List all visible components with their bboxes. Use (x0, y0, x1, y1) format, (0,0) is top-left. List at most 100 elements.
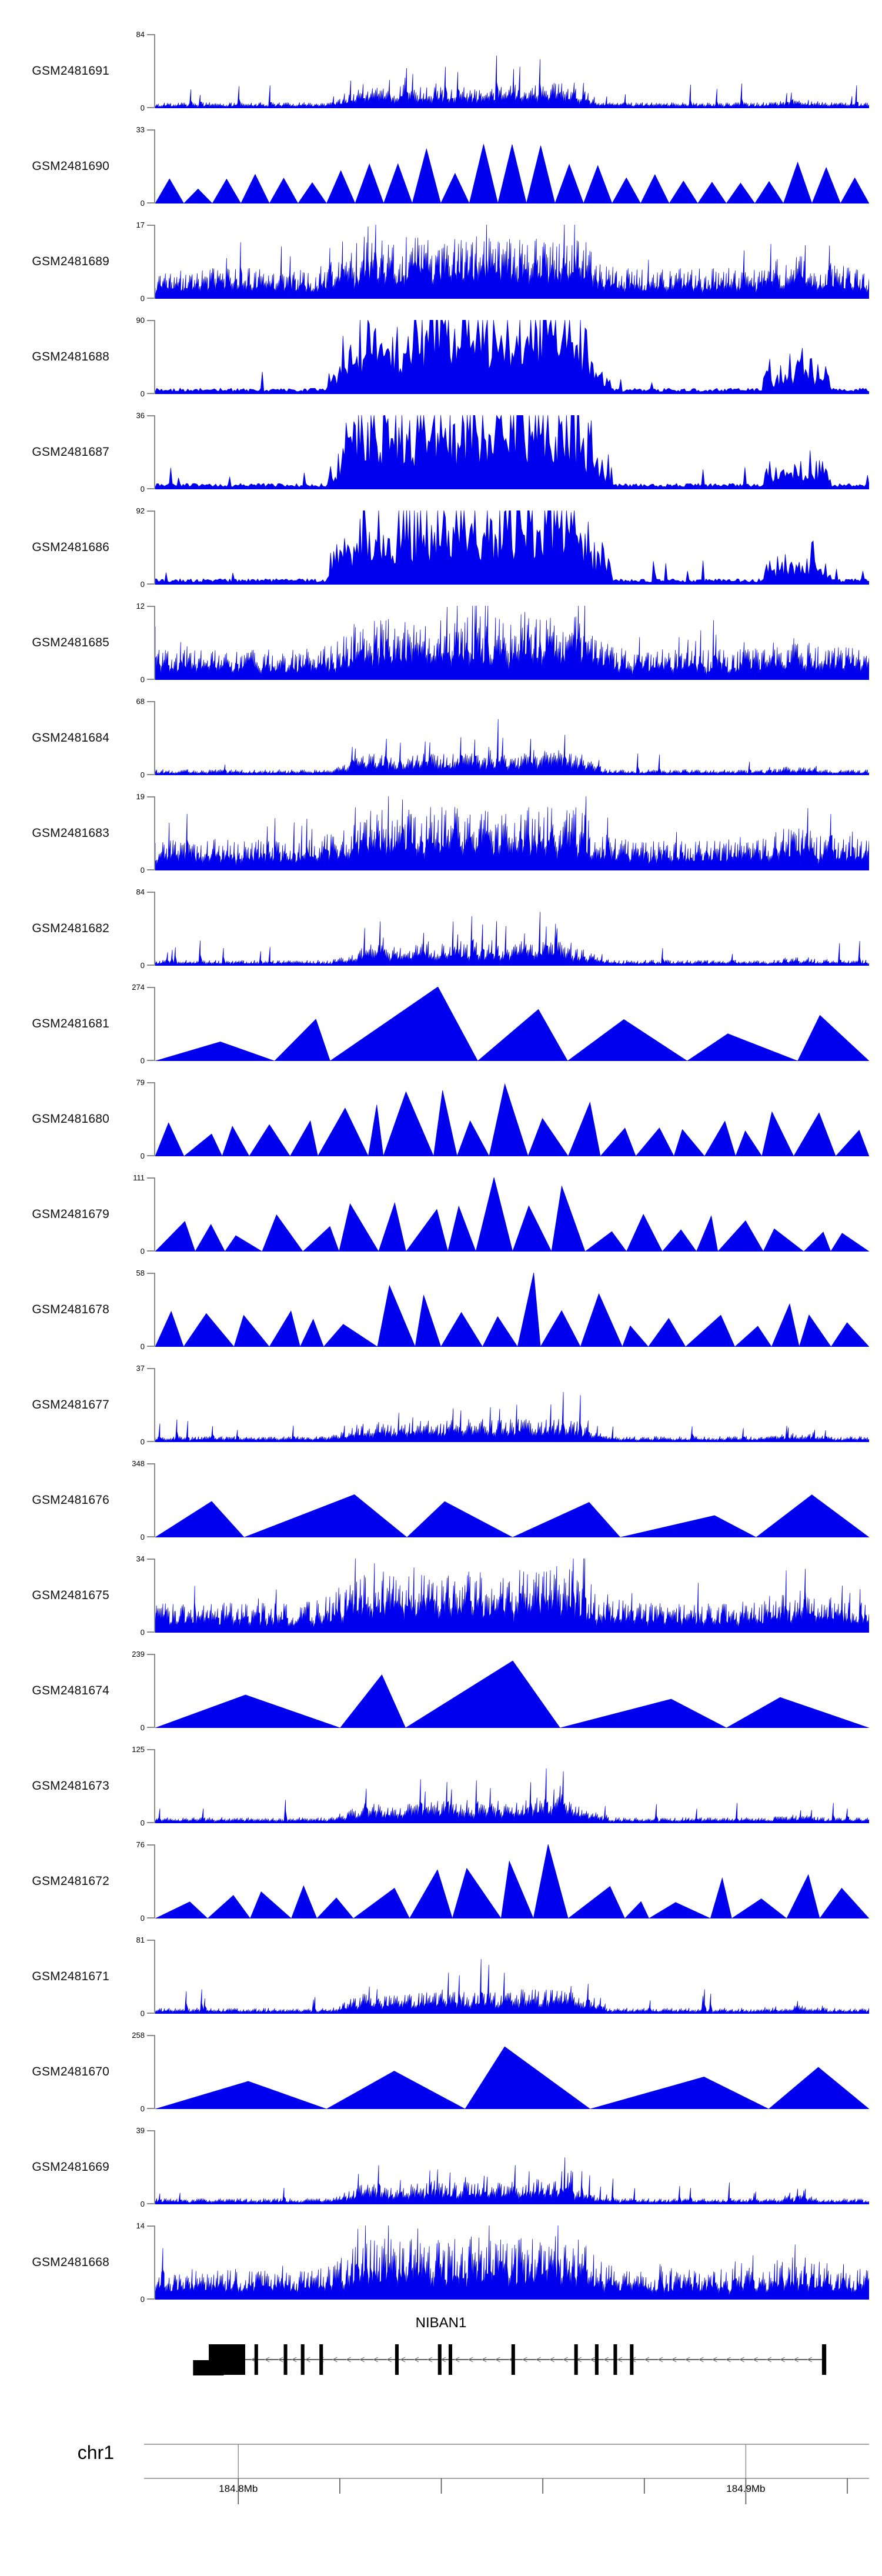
axis-min-value: 0 (140, 1152, 145, 1160)
track-plot-area[interactable] (155, 1177, 869, 1252)
track-y-axis: 81 0 (134, 1936, 155, 2017)
track-plot-area[interactable] (155, 701, 869, 775)
track-y-axis: 39 0 (134, 2127, 155, 2208)
coverage-track: GSM2481670 258 0 (0, 2024, 882, 2120)
axis-tick-top (147, 606, 155, 607)
track-y-axis: 37 0 (134, 1364, 155, 1446)
axis-line (154, 1559, 155, 1633)
axis-tick-bottom (147, 1060, 155, 1061)
coverage-track: GSM2481672 76 0 (0, 1834, 882, 1929)
axis-max-value: 79 (136, 1078, 145, 1087)
axis-tick-bottom (147, 1346, 155, 1347)
axis-min-value: 0 (140, 1723, 145, 1732)
axis-line (154, 701, 155, 775)
gene-model-track: NIBAN1 (0, 2310, 882, 2422)
axis-tick-top (147, 1368, 155, 1369)
coverage-signal (155, 1844, 869, 1918)
coverage-signal (155, 55, 869, 108)
track-plot-area[interactable] (155, 1082, 869, 1156)
ruler-tick-label: 184.8Mb (219, 2483, 258, 2494)
ruler-graphic[interactable] (144, 2428, 869, 2504)
track-y-axis: 17 0 (134, 221, 155, 303)
axis-tick-bottom (147, 393, 155, 394)
track-plot-area[interactable] (155, 2035, 869, 2109)
coverage-track: GSM2481676 348 0 (0, 1453, 882, 1548)
track-plot-area[interactable] (155, 1844, 869, 1918)
track-plot-area[interactable] (155, 129, 869, 203)
axis-tick-bottom (147, 583, 155, 585)
track-plot-area[interactable] (155, 415, 869, 489)
track-plot-area[interactable] (155, 1368, 869, 1442)
track-plot-area[interactable] (155, 987, 869, 1061)
axis-tick-top (147, 1654, 155, 1655)
axis-tick-top (147, 1559, 155, 1560)
coverage-signal (155, 719, 869, 775)
coverage-signal (155, 1559, 869, 1633)
axis-tick-bottom (147, 965, 155, 966)
track-plot-area[interactable] (155, 606, 869, 680)
track-sample-label: GSM2481672 (32, 1874, 109, 1888)
gene-name-label: NIBAN1 (415, 2315, 467, 2331)
track-sample-label: GSM2481685 (32, 636, 109, 649)
coverage-track: GSM2481682 84 0 (0, 881, 882, 976)
track-sample-label: GSM2481691 (32, 64, 109, 78)
track-sample-label: GSM2481689 (32, 255, 109, 268)
coverage-signal (155, 415, 869, 489)
track-plot-area[interactable] (155, 225, 869, 299)
track-y-axis: 58 0 (134, 1269, 155, 1350)
axis-max-value: 12 (136, 602, 145, 610)
axis-line (154, 892, 155, 966)
axis-max-value: 81 (136, 1936, 145, 1944)
axis-min-value: 0 (140, 104, 145, 112)
track-y-axis: 36 0 (134, 412, 155, 493)
track-y-axis: 79 0 (134, 1078, 155, 1160)
track-plot-area[interactable] (155, 1940, 869, 2014)
track-y-axis: 12 0 (134, 602, 155, 683)
track-plot-area[interactable] (155, 510, 869, 585)
coverage-track: GSM2481688 90 0 (0, 309, 882, 405)
track-plot-area[interactable] (155, 892, 869, 966)
track-plot-area[interactable] (155, 2130, 869, 2204)
axis-min-value: 0 (140, 294, 145, 303)
axis-line (154, 1368, 155, 1442)
track-plot-area[interactable] (155, 1559, 869, 1633)
track-sample-label: GSM2481678 (32, 1303, 109, 1316)
track-plot-area[interactable] (155, 320, 869, 394)
coverage-signal (155, 510, 869, 585)
axis-line (154, 320, 155, 394)
track-plot-area[interactable] (155, 1273, 869, 1347)
axis-min-value: 0 (140, 580, 145, 589)
coverage-track: GSM2481673 125 0 (0, 1739, 882, 1834)
chromosome-ruler: chr1 184.8Mb 184.9Mb (0, 2422, 882, 2510)
track-y-axis: 68 0 (134, 698, 155, 779)
track-plot-area[interactable] (155, 1749, 869, 1823)
track-plot-area[interactable] (155, 796, 869, 870)
coverage-track: GSM2481683 19 0 (0, 786, 882, 881)
track-plot-area[interactable] (155, 1654, 869, 1728)
track-sample-label: GSM2481674 (32, 1684, 109, 1697)
axis-min-value: 0 (140, 1818, 145, 1827)
track-sample-label: GSM2481679 (32, 1207, 109, 1221)
coverage-track: GSM2481675 34 0 (0, 1548, 882, 1643)
coverage-track: GSM2481671 81 0 (0, 1929, 882, 2024)
track-plot-area[interactable] (155, 2225, 869, 2300)
axis-max-value: 239 (132, 1650, 145, 1659)
track-y-axis: 258 0 (132, 2031, 155, 2113)
axis-line (154, 1654, 155, 1728)
axis-tick-bottom (147, 679, 155, 680)
track-plot-area[interactable] (155, 34, 869, 108)
axis-line (154, 2035, 155, 2109)
gene-model-graphic[interactable] (155, 2336, 869, 2377)
coverage-track: GSM2481678 58 0 (0, 1262, 882, 1357)
track-sample-label: GSM2481681 (32, 1017, 109, 1030)
track-plot-area[interactable] (155, 1463, 869, 1537)
axis-tick-top (147, 1082, 155, 1083)
axis-min-value: 0 (140, 1533, 145, 1541)
axis-tick-bottom (147, 1155, 155, 1156)
coverage-signal (155, 1273, 869, 1347)
coverage-signal (155, 1177, 869, 1252)
coverage-track: GSM2481686 92 0 (0, 500, 882, 595)
track-sample-label: GSM2481670 (32, 2065, 109, 2078)
axis-min-value: 0 (140, 1914, 145, 1923)
